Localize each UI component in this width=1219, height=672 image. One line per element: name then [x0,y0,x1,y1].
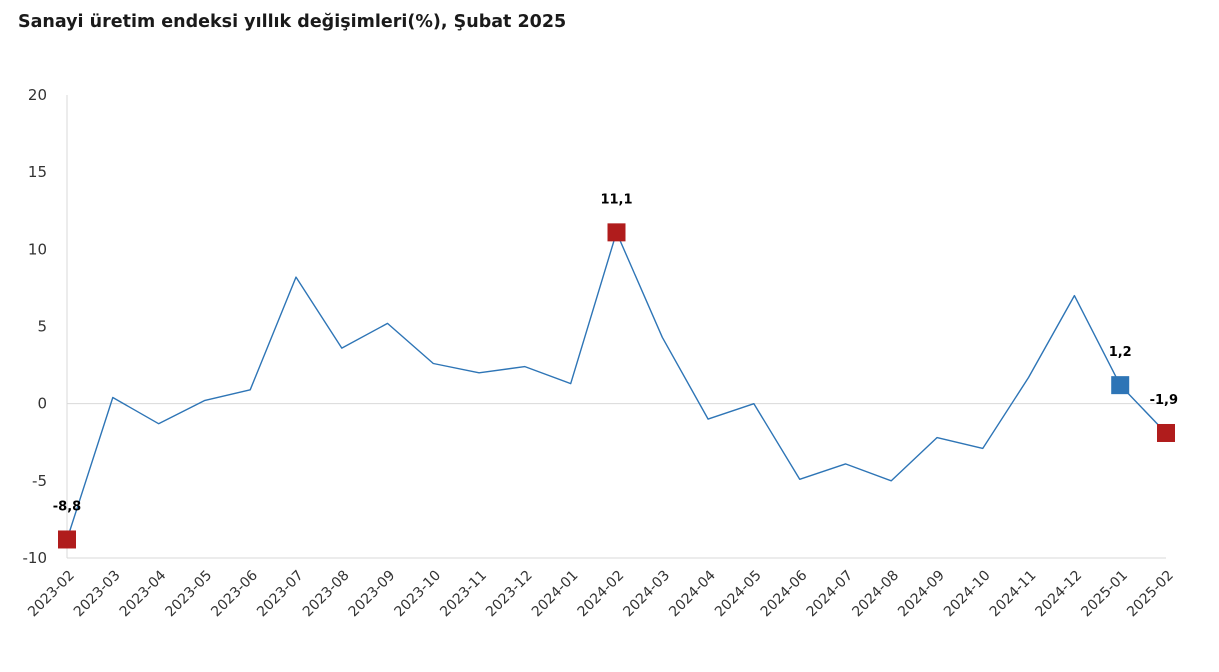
x-tick-label: 2024-12 [1033,568,1086,621]
chart-title: Sanayi üretim endeksi yıllık değişimleri… [18,12,567,32]
axes [66,95,1166,559]
x-tick-label: 2024-06 [758,567,811,620]
x-tick-label: 2023-04 [117,567,170,620]
x-tick-label: 2023-10 [391,568,444,621]
y-tick-label: 0 [37,395,47,413]
x-tick-label: 2024-08 [849,568,902,621]
x-tick-label: 2024-11 [987,568,1040,621]
x-tick-label: 2024-07 [804,568,857,621]
x-tick-label: 2024-09 [895,568,948,621]
data-label: 11,1 [600,192,632,207]
x-tick-label: 2025-01 [1078,568,1131,621]
data-label: 1,2 [1109,345,1132,360]
y-tick-label: 15 [28,163,47,181]
highlight-marker [1157,423,1175,442]
highlight-marker [1111,376,1130,395]
y-tick-label: 20 [28,86,47,104]
x-tick-label: 2024-02 [575,568,628,621]
highlight-marker [607,223,626,242]
series [66,231,1167,540]
x-axis-ticks: 2023-022023-032023-042023-052023-062023-… [25,567,1177,620]
x-tick-label: 2024-05 [712,568,765,621]
x-tick-label: 2023-06 [208,567,261,620]
series-line [66,231,1167,540]
x-tick-label: 2024-10 [941,568,994,621]
y-tick-label: 5 [37,318,47,336]
x-tick-label: 2025-02 [1124,568,1177,621]
x-tick-label: 2023-08 [300,568,353,621]
x-tick-label: 2024-01 [529,568,582,621]
x-tick-label: 2023-09 [346,568,399,621]
highlight-marker [58,530,76,549]
data-label: -8,8 [53,499,81,514]
x-tick-label: 2023-11 [437,568,490,621]
highlighted-points: -8,8 11,1 1,2 -1,9 [53,192,1178,549]
y-axis-ticks: 20 15 10 5 0 -5 -10 [23,86,48,567]
y-tick-label: 10 [28,240,47,258]
x-tick-label: 2024-03 [620,568,673,621]
x-tick-label: 2024-04 [666,567,719,620]
x-tick-label: 2023-03 [71,568,124,621]
x-tick-label: 2023-05 [163,568,216,621]
y-tick-label: -10 [23,549,48,567]
x-tick-label: 2023-12 [483,568,536,621]
data-label: -1,9 [1150,393,1178,408]
x-tick-label: 2023-07 [254,568,307,621]
y-tick-label: -5 [32,472,47,490]
x-tick-label: 2023-02 [25,568,78,621]
